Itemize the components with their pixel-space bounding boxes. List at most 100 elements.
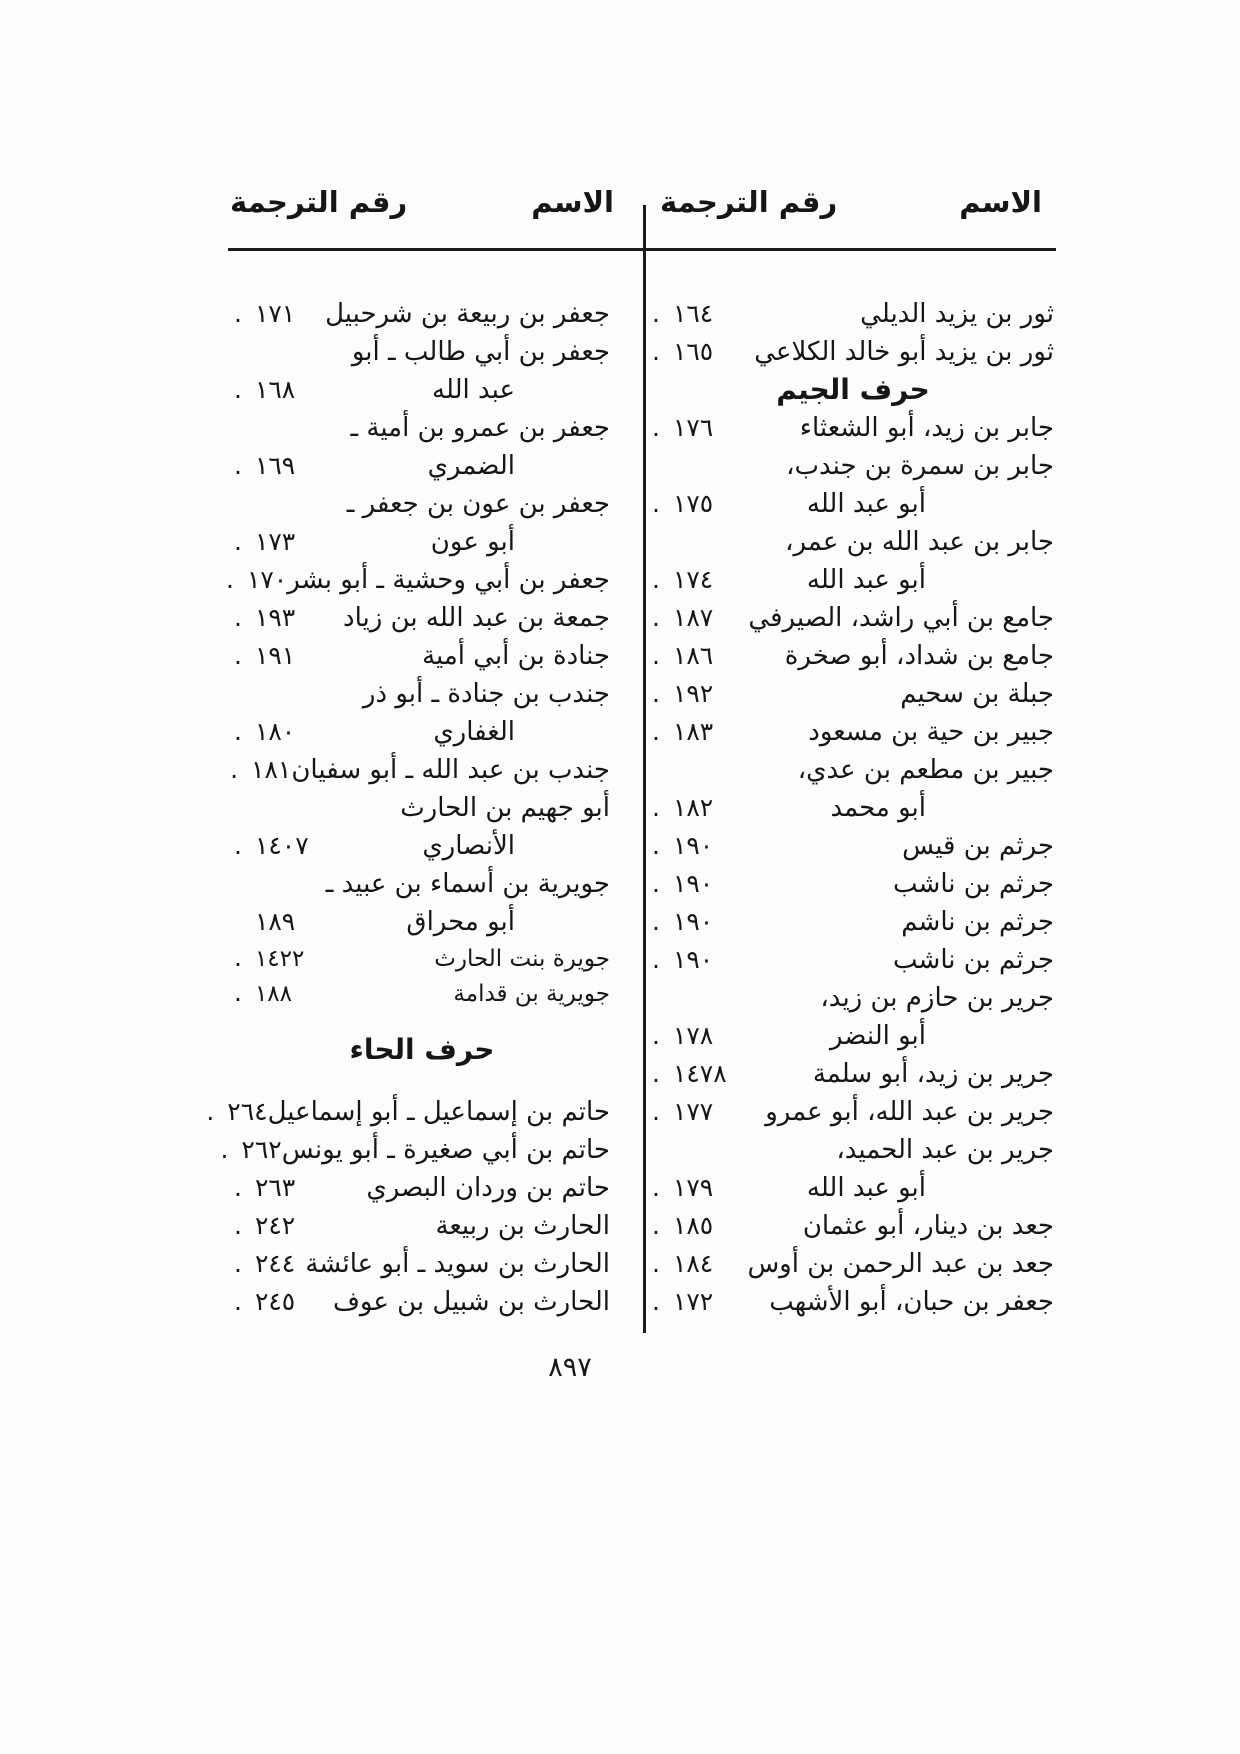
entry-number: . ١٦٥ <box>652 333 713 371</box>
entry-number-value: ١٧١ <box>254 299 296 328</box>
entry-dot: . <box>652 831 660 860</box>
entry-number-value: ١٩٠ <box>672 831 714 860</box>
section-heading: حرف الجيم <box>776 373 930 406</box>
table-header-row: الاسم رقم الترجمة الاسم رقم الترجمة <box>228 172 1056 248</box>
entry-number: . ٢٤٢ <box>234 1207 295 1245</box>
entry-dot: . <box>652 299 660 328</box>
entry-number-value: ١٩٣ <box>254 603 296 632</box>
entry-name-line: أبو عبد الله <box>806 1173 926 1203</box>
index-entry: جعفر بن عون بن جعفر ـ أبو عون . ١٧٣ <box>234 485 610 561</box>
entry-number: . ١٨٤ <box>652 1245 713 1283</box>
entry-name-line: جرثم بن ناشب <box>893 945 1054 975</box>
entry-name-line: جابر بن سمرة بن جندب، <box>786 451 1054 481</box>
index-entry: حاتم بن وردان البصري. ٢٦٣ <box>234 1169 610 1207</box>
entry-dot: . <box>652 413 660 442</box>
entry-name: جبير بن مطعم بن عدي، أبو محمد <box>798 751 1054 827</box>
entry-number: . ١٩٠ <box>652 827 713 865</box>
entry-name: جويرية بن أسماء بن عبيد ـ أبو محراق <box>326 865 610 941</box>
entry-number: . ١٤٢٢ <box>234 941 304 976</box>
entry-name: حاتم بن إسماعيل ـ أبو إسماعيل <box>268 1093 610 1131</box>
entry-name: جرثم بن ناشب <box>893 865 1054 903</box>
entry-dot: . <box>652 565 660 594</box>
entry-number: . ١٦٨ <box>234 371 295 409</box>
entry-number: . ١٧٣ <box>234 523 295 561</box>
entry-number-value: ٢٤٥ <box>254 1287 296 1316</box>
entry-number-value: ١٨٥ <box>672 1211 714 1240</box>
entry-dot: . <box>234 451 242 480</box>
entry-name-line: جرير بن عبد الله، أبو عمرو <box>765 1097 1054 1127</box>
header-label-number-left: رقم الترجمة <box>230 185 408 219</box>
entry-dot: . <box>206 1097 215 1126</box>
column-header-left: الاسم رقم الترجمة <box>228 186 642 218</box>
entry-name: جامع بن شداد، أبو صخرة <box>785 637 1054 675</box>
entry-name: جرثم بن ناشم <box>901 903 1054 941</box>
entry-dot: . <box>234 978 242 1007</box>
entry-dot: . <box>652 907 660 936</box>
entry-name-line: جعفر بن ربيعة بن شرحبيل <box>325 299 610 329</box>
entry-number-value: ١٨٤ <box>672 1249 714 1278</box>
entry-name-line: أبو عون <box>430 527 515 557</box>
index-entry: جرير بن زيد، أبو سلمة. ١٤٧٨ <box>652 1055 1054 1093</box>
entry-dot: . <box>652 945 660 974</box>
entry-dot: . <box>652 603 660 632</box>
entry-dot: . <box>234 1211 242 1240</box>
index-entry: جويرية بن أسماء بن عبيد ـ أبو محراق .١٨٩ <box>234 865 610 941</box>
entry-number: . ١٦٤ <box>652 295 713 333</box>
entry-number: . ١٨٥ <box>652 1207 713 1245</box>
entry-number-value: ١٨٣ <box>672 717 714 746</box>
entry-dot: . <box>652 869 660 898</box>
entry-name-line: جعفر بن حبان، أبو الأشهب <box>769 1287 1054 1317</box>
index-entry: جابر بن عبد الله بن عمر، أبو عبد الله. ١٧٤ <box>652 523 1054 599</box>
entry-dot: . <box>234 943 242 972</box>
entry-name: الحارث بن ربيعة <box>435 1207 610 1245</box>
entry-name: الحارث بن سويد ـ أبو عائشة <box>305 1245 610 1283</box>
entry-name: جرير بن عبد الحميد، أبو عبد الله <box>807 1131 1054 1207</box>
entry-number-value: ١٨٩ <box>254 907 296 936</box>
entry-number: . ١٧٢ <box>652 1283 713 1321</box>
index-entry: جرثم بن ناشب . ١٩٠ <box>652 865 1054 903</box>
index-entry: جعد بن دينار، أبو عثمان. ١٨٥ <box>652 1207 1054 1245</box>
entry-dot: . <box>652 489 660 518</box>
entry-number-value: ١٧٤ <box>672 565 714 594</box>
entry-number-value: ١٤٠٧ <box>254 831 309 860</box>
entry-name-line: الحارث بن ربيعة <box>435 1211 610 1241</box>
index-entry: جبير بن مطعم بن عدي، أبو محمد. ١٨٢ <box>652 751 1054 827</box>
index-entry: جامع بن أبي راشد، الصيرفي. ١٨٧ <box>652 599 1054 637</box>
entry-number: . ١٧٤ <box>652 561 713 599</box>
entry-number: . ١٨٣ <box>652 713 713 751</box>
index-entry: الحارث بن ربيعة . ٢٤٢ <box>234 1207 610 1245</box>
entry-name: جرير بن حازم بن زيد، أبو النضر <box>820 979 1054 1055</box>
index-entry: حاتم بن أبي صغيرة ـ أبو يونس. ٢٦٢ <box>220 1131 610 1169</box>
entry-name-line: جعد بن عبد الرحمن بن أوس <box>747 1249 1054 1279</box>
entry-number: .١٨٩ <box>234 903 295 941</box>
entry-number: . ١٧٠ <box>226 561 287 599</box>
entry-dot: . <box>234 375 242 404</box>
entry-name-line: الحارث بن شبيل بن عوف <box>332 1287 610 1317</box>
entry-number: . ١٨٧ <box>652 599 713 637</box>
entry-number: . ١٩٠ <box>652 865 713 903</box>
entry-name: حاتم بن أبي صغيرة ـ أبو يونس <box>282 1131 610 1169</box>
entry-name-line: جعفر بن عون بن جعفر ـ <box>346 489 610 519</box>
entry-name: جعفر بن عون بن جعفر ـ أبو عون <box>347 485 610 561</box>
entry-number: . ١٧٩ <box>652 1169 713 1207</box>
entry-number-value: ١٧٠ <box>246 565 288 594</box>
entry-number-value: ١٨٦ <box>672 641 714 670</box>
entry-number-value: ١٧٦ <box>672 413 714 442</box>
column-header-right: الاسم رقم الترجمة <box>642 186 1056 218</box>
index-entry: ثور بن يزيد أبو خالد الكلاعي. ١٦٥ <box>652 333 1054 371</box>
index-entry: جرثم بن ناشم. ١٩٠ <box>652 903 1054 941</box>
entry-number-value: ١٧٥ <box>672 489 714 518</box>
entry-name: جابر بن زيد، أبو الشعثاء <box>800 409 1054 447</box>
entry-name-line: جرثم بن ناشب <box>893 869 1054 899</box>
entry-name-line: أبو محمد <box>830 793 926 823</box>
entry-dot: . <box>234 603 242 632</box>
entry-number-value: ١٤٧٨ <box>672 1059 727 1088</box>
entry-dot: . <box>234 1249 242 1278</box>
entry-dot: . <box>234 299 242 328</box>
entry-number-value: ١٨٢ <box>672 793 714 822</box>
entry-name-line: جويرية بن قدامة <box>453 981 610 1007</box>
entry-dot: . <box>652 679 660 708</box>
entry-name-line: أبو جهيم بن الحارث <box>400 793 610 823</box>
entry-number: . ٢٦٢ <box>220 1131 281 1169</box>
entry-name: جعفر بن ربيعة بن شرحبيل <box>325 295 610 333</box>
